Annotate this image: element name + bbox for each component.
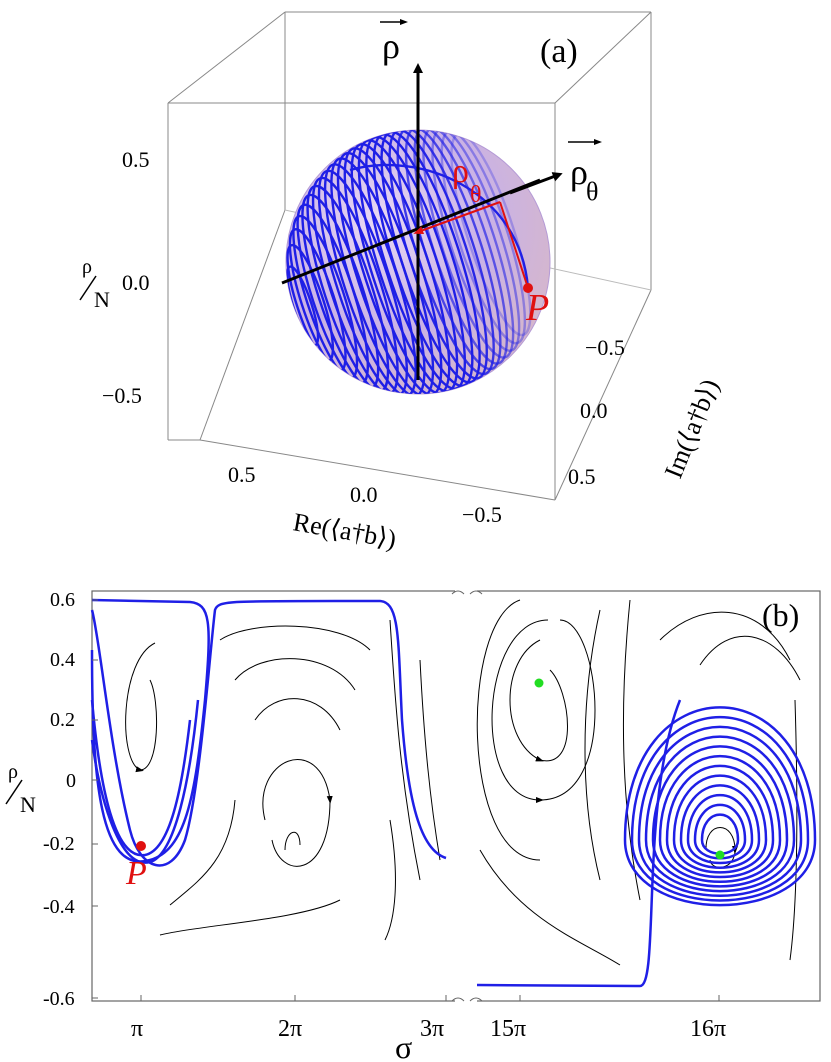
trajectory-cycle <box>623 706 817 907</box>
streamline <box>419 659 441 861</box>
sphere-ring <box>404 130 502 371</box>
svg-text:-0.4: -0.4 <box>43 896 75 918</box>
point-p-b <box>136 841 146 851</box>
vector-rho-theta-sub: θ <box>586 177 598 206</box>
z-tick-1: 0.5 <box>122 147 150 172</box>
svg-text:0.6: 0.6 <box>50 589 75 611</box>
svg-text:16π: 16π <box>690 1016 726 1042</box>
z-tick-2: 0.0 <box>122 270 150 295</box>
streamline <box>476 599 541 861</box>
rho-theta-red-drop <box>499 201 529 289</box>
panel-b: P (b) 0.6 0.4 0.2 0 -0.2 -0.4 -0.6 ρ N π… <box>5 586 821 1062</box>
fixed-point-16pi <box>715 850 725 860</box>
svg-text:-0.6: -0.6 <box>43 988 75 1010</box>
panel-a: (a) ρ ρ θ ρ θ P ρ N 0.5 0.0 −0.5 0.5 0.0… <box>79 11 725 554</box>
streamline <box>219 625 371 651</box>
rho-theta-axis-line <box>281 178 541 285</box>
bloch-sphere <box>285 129 551 395</box>
streamline <box>479 849 621 966</box>
streamline <box>254 698 341 731</box>
panel-b-x-tickmarks <box>140 995 720 1001</box>
x-axis-label-a: Re(⟨a†b⟩) <box>291 507 398 554</box>
z-tick-3: −0.5 <box>102 383 142 408</box>
panel-b-y-tickmarks <box>92 599 98 999</box>
trajectory-cycle <box>679 784 761 869</box>
trajectory-cycle <box>637 725 803 898</box>
sphere-trajectory-arc <box>349 163 530 289</box>
svg-text:15π: 15π <box>490 1016 526 1042</box>
streamline <box>384 819 396 941</box>
point-p-a <box>523 283 533 293</box>
trajectory-cycle <box>658 755 782 883</box>
y-axis-label-a: Im(⟨a†b⟩) <box>659 375 725 482</box>
panel-b-y-label: ρ N <box>5 761 36 817</box>
point-p-b-label: P <box>125 855 147 892</box>
y-tick-3: 0.5 <box>568 464 596 489</box>
streamline <box>509 639 568 762</box>
sphere-ring <box>422 130 515 359</box>
trajectory-right-tail <box>476 699 682 988</box>
trajectory-cycle <box>665 764 775 879</box>
trajectory-left-0 <box>90 598 210 863</box>
trajectory-left-3 <box>90 699 192 857</box>
fixed-point-15pi <box>534 678 544 688</box>
streamline <box>789 699 798 961</box>
panel-a-label: (a) <box>540 33 578 70</box>
svg-text:N: N <box>94 287 110 312</box>
panel-b-label: (b) <box>762 597 799 633</box>
svg-text:-0.2: -0.2 <box>43 833 75 855</box>
trajectory-cycle <box>672 774 768 874</box>
y-tick-1: −0.5 <box>585 335 625 360</box>
svg-text:ρ: ρ <box>8 761 18 783</box>
streamline <box>125 642 157 773</box>
rho-theta-arrow <box>509 172 563 195</box>
inner-rho-theta-sub: θ <box>470 182 482 208</box>
trajectory-cycle <box>644 735 796 893</box>
svg-text:π: π <box>131 1016 143 1042</box>
svg-text:0: 0 <box>66 770 76 792</box>
trajectory-cycle <box>686 793 754 865</box>
trajectory-cycle <box>651 745 789 888</box>
svg-text:ρ: ρ <box>82 256 92 278</box>
streamline <box>389 619 421 881</box>
svg-text:0.4: 0.4 <box>50 649 75 671</box>
rho-theta-red-arrow <box>413 201 501 235</box>
svg-text:N: N <box>20 792 36 817</box>
x-tick-2: 0.0 <box>350 482 378 507</box>
vector-rho-label: ρ <box>382 26 400 66</box>
streamline <box>169 799 236 906</box>
panel-b-x-label: σ <box>395 1029 412 1062</box>
streamline <box>262 759 333 867</box>
streamline <box>234 658 356 691</box>
axis-break <box>451 586 483 1006</box>
sphere-ring <box>413 130 509 365</box>
streamline <box>159 899 341 936</box>
trajectory-cycle <box>700 813 740 855</box>
y-tick-2: 0.0 <box>580 398 608 423</box>
trajectory-left-1 <box>90 599 447 867</box>
streamline <box>622 599 641 901</box>
vector-rho-theta-label: ρ <box>570 152 588 192</box>
x-tick-3: −0.5 <box>462 502 502 527</box>
x-tick-1: 0.5 <box>228 462 256 487</box>
streamline <box>584 609 601 881</box>
streamline <box>659 611 791 661</box>
streamline <box>699 635 801 681</box>
panel-a-z-label: ρ N <box>79 256 110 312</box>
inner-rho-theta-label: ρ <box>452 153 469 190</box>
svg-text:2π: 2π <box>278 1016 302 1042</box>
svg-text:3π: 3π <box>420 1016 444 1042</box>
panel-b-x-ticks: π 2π 3π 15π 16π <box>131 1016 726 1042</box>
streamlines <box>125 599 801 966</box>
panel-b-y-ticks: 0.6 0.4 0.2 0 -0.2 -0.4 -0.6 <box>43 589 76 1010</box>
trajectory-cycle <box>693 803 747 860</box>
svg-text:0.2: 0.2 <box>50 709 75 731</box>
streamline <box>284 832 301 851</box>
blue-trajectories <box>90 598 817 988</box>
streamline <box>491 619 596 803</box>
sphere-ring <box>431 130 521 352</box>
point-p-a-label: P <box>525 287 549 329</box>
trajectory-left-2 <box>90 699 200 864</box>
